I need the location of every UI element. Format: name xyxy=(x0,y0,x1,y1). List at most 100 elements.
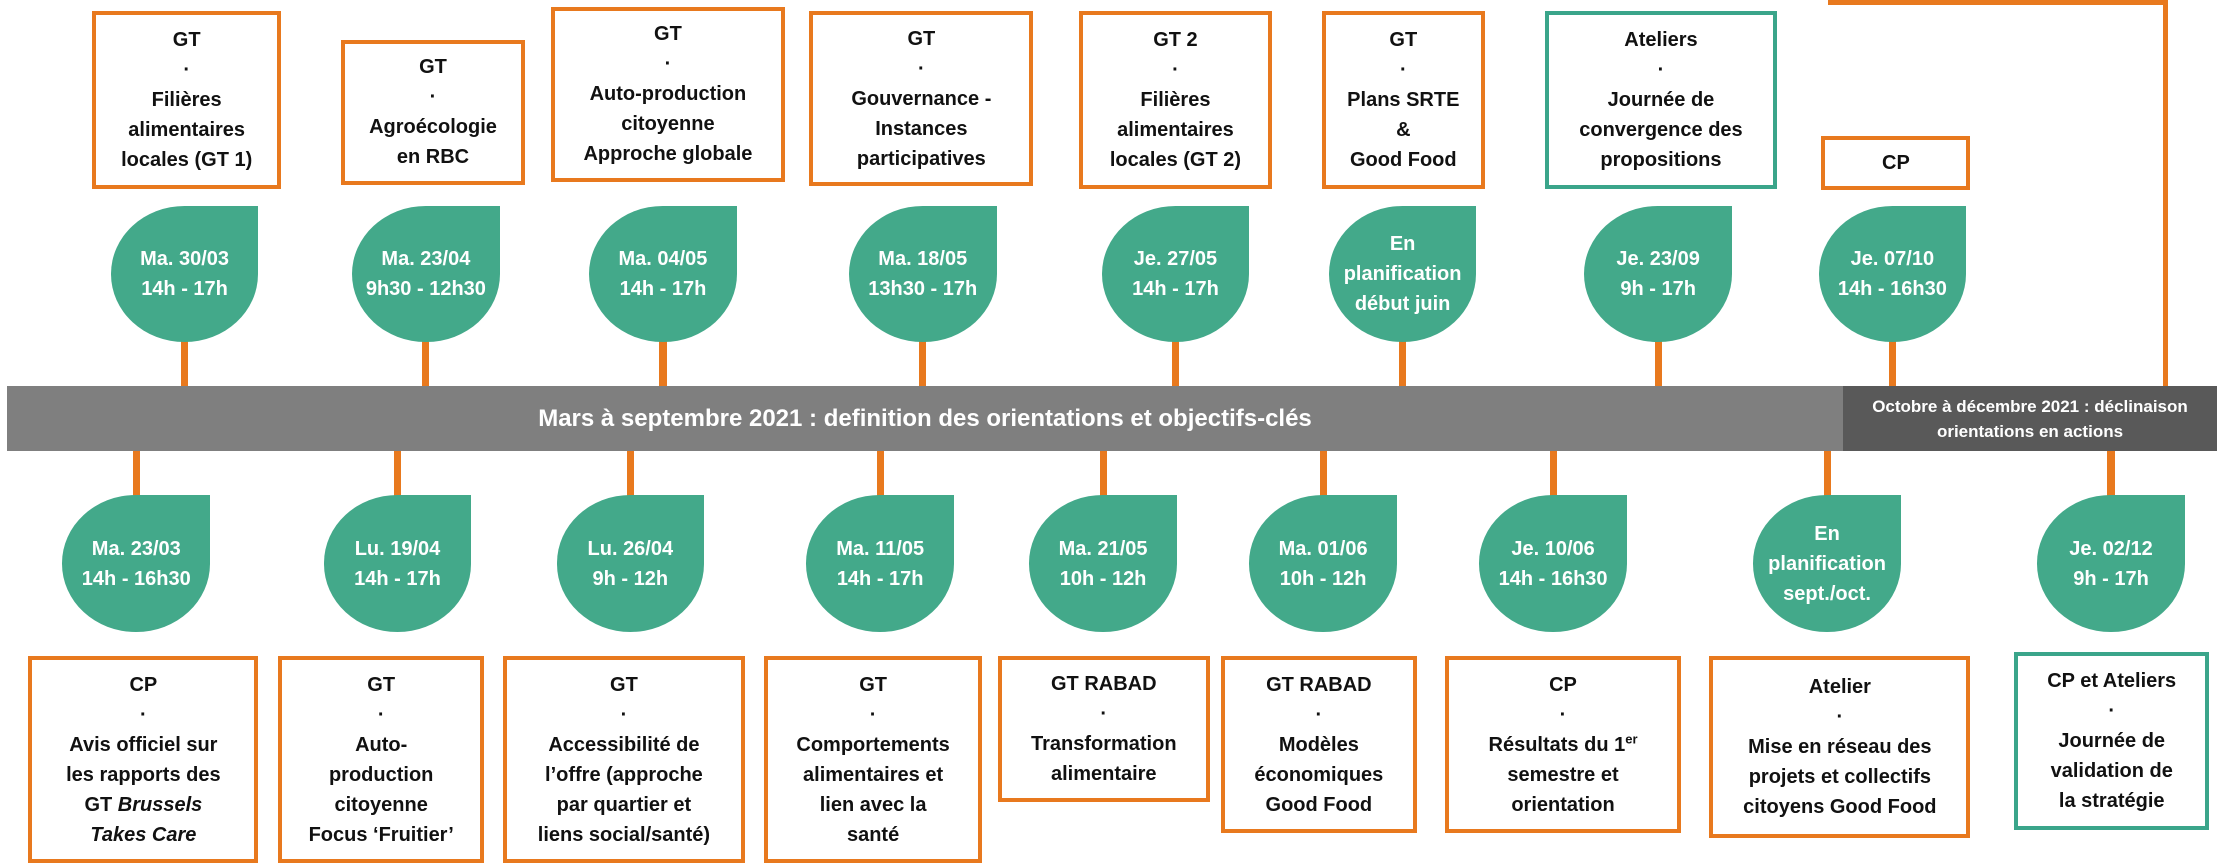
date-drop: Ma. 04/05 14h - 17h xyxy=(589,205,737,343)
text-line: 9h30 - 12h30 xyxy=(365,277,486,300)
text-line: planification xyxy=(1768,552,1886,575)
band-right-line: orientations en actions xyxy=(1936,421,2124,441)
connector xyxy=(626,451,634,500)
date-drop: Ma. 18/05 13h30 - 17h xyxy=(848,205,997,343)
event-box: GT · Comportements alimentaires et lien avec… xyxy=(763,655,983,864)
text-line: 14h - 16h30 xyxy=(81,567,191,590)
connector xyxy=(1399,335,1407,387)
date-drop: Ma. 30/03 14h - 17h xyxy=(110,205,259,343)
text-line: CP xyxy=(129,673,158,696)
text-line: Ma. 23/03 xyxy=(91,537,181,560)
text-line: orientation xyxy=(1511,793,1615,816)
text-line: · xyxy=(1559,703,1567,726)
text-line: · xyxy=(429,86,437,109)
text-line: 14h - 17h xyxy=(354,567,441,590)
event-box: GT · Accessibilité de l’offre (approche par … xyxy=(502,655,746,864)
text-line: 10h - 12h xyxy=(1279,567,1367,590)
date-drop: Je. 27/05 14h - 17h xyxy=(1101,205,1250,343)
connector xyxy=(1888,335,1896,387)
text-line: les rapports des xyxy=(66,763,221,786)
text-line: · xyxy=(377,703,385,726)
text-line: projets et collectifs xyxy=(1748,765,1931,788)
event-box: CP et Ateliers · Journée de validation de la… xyxy=(2014,651,2209,831)
text-line: Journée de xyxy=(2058,730,2166,753)
text-line: production xyxy=(328,763,434,786)
text-line: Atelier xyxy=(1808,675,1871,698)
connector xyxy=(1319,451,1327,500)
text-line: locales (GT 1) xyxy=(121,149,253,172)
text-segment: er xyxy=(1625,730,1638,746)
date-drop: Lu. 26/04 9h - 12h xyxy=(556,495,705,632)
text-line: santé xyxy=(846,823,900,846)
top-right-line xyxy=(1828,0,2168,5)
connector xyxy=(2107,451,2115,500)
text-line: lien avec la xyxy=(819,793,927,816)
date-drop: Lu. 19/04 14h - 17h xyxy=(323,495,472,632)
text-line: sept./oct. xyxy=(1783,582,1871,605)
text-line: 14h - 16h30 xyxy=(1837,277,1947,300)
text-line: · xyxy=(664,53,672,76)
event-box: Atelier · Mise en réseau des projets et col… xyxy=(1709,655,1971,838)
text-line: Je. 23/09 xyxy=(1616,247,1700,270)
text-line: 14h - 17h xyxy=(1132,277,1219,300)
text-line: Accessibilité de xyxy=(548,733,700,756)
text-line: 14h - 17h xyxy=(141,277,228,300)
date-drop: En planification début juin xyxy=(1328,205,1477,343)
text-line: GT xyxy=(654,23,682,46)
text-line: Ma. 18/05 xyxy=(878,247,968,270)
text-line: Gouvernance - xyxy=(851,87,992,110)
text-line: Ma. 21/05 xyxy=(1058,537,1148,560)
text-line: Filières xyxy=(151,89,222,112)
text-segment: GT xyxy=(84,793,118,816)
text-line: alimentaires et xyxy=(803,763,944,786)
text-segment: Résultats du 1 xyxy=(1488,733,1626,756)
text-line: liens social/santé) xyxy=(537,823,711,846)
text-line: En xyxy=(1814,522,1840,545)
connector xyxy=(659,335,667,387)
band-right-line: Octobre à décembre 2021 : déclinaison xyxy=(1872,396,2188,416)
text-line: Auto-production xyxy=(589,83,747,106)
text-segment: Brussels xyxy=(117,793,203,816)
text-line: GT xyxy=(610,673,638,696)
text-line: Filières xyxy=(1140,89,1211,112)
text-line: · xyxy=(1836,705,1844,728)
text-line: 9h - 17h xyxy=(2073,567,2149,590)
text-line: Instances xyxy=(875,117,968,140)
text-line: Ateliers xyxy=(1624,29,1698,52)
text-line: · xyxy=(2108,700,2116,723)
text-line: Approche globale xyxy=(583,143,753,166)
text-line: · xyxy=(869,703,877,726)
text-line: Je. 07/10 xyxy=(1850,247,1935,270)
text-line: 14h - 16h30 xyxy=(1498,567,1608,590)
date-drop: Ma. 21/05 10h - 12h xyxy=(1029,495,1177,632)
connector xyxy=(876,451,884,500)
connector xyxy=(919,335,927,387)
connector xyxy=(1549,451,1557,500)
date-drop: Ma. 11/05 14h - 17h xyxy=(806,495,954,632)
text-line: économiques xyxy=(1254,763,1384,786)
event-box: GT · Auto-production citoyenne Focus ‘Fruiti… xyxy=(278,655,485,864)
text-line: 9h - 17h xyxy=(1620,277,1696,300)
connector xyxy=(1099,451,1107,500)
text-line: Avis officiel sur xyxy=(69,733,218,756)
date-drop: Je. 10/06 14h - 16h30 xyxy=(1479,495,1627,632)
text-line: validation de xyxy=(2050,760,2173,783)
text-line: semestre et xyxy=(1507,763,1619,786)
text-line: Mise en réseau des xyxy=(1748,735,1932,758)
text-line: · xyxy=(1657,59,1665,82)
text-line: Je. 10/06 xyxy=(1511,537,1595,560)
text-line: · xyxy=(1100,702,1108,725)
text-line: propositions xyxy=(1600,149,1722,172)
text-line: Agroécologie xyxy=(369,116,497,139)
text-line: la stratégie xyxy=(2058,790,2165,813)
connector xyxy=(1823,451,1831,500)
text-line: CP xyxy=(1882,152,1910,175)
top-right-line xyxy=(2163,0,2168,386)
text-line: citoyenne xyxy=(621,113,715,136)
text-line: début juin xyxy=(1354,292,1451,315)
event-box: GT · Agroécologie en RBC xyxy=(340,39,526,185)
event-box: GT · Auto-production citoyenne Approche glob… xyxy=(550,7,786,182)
connector xyxy=(1654,335,1662,387)
connector xyxy=(422,335,430,387)
text-line: Good Food xyxy=(1265,793,1373,816)
